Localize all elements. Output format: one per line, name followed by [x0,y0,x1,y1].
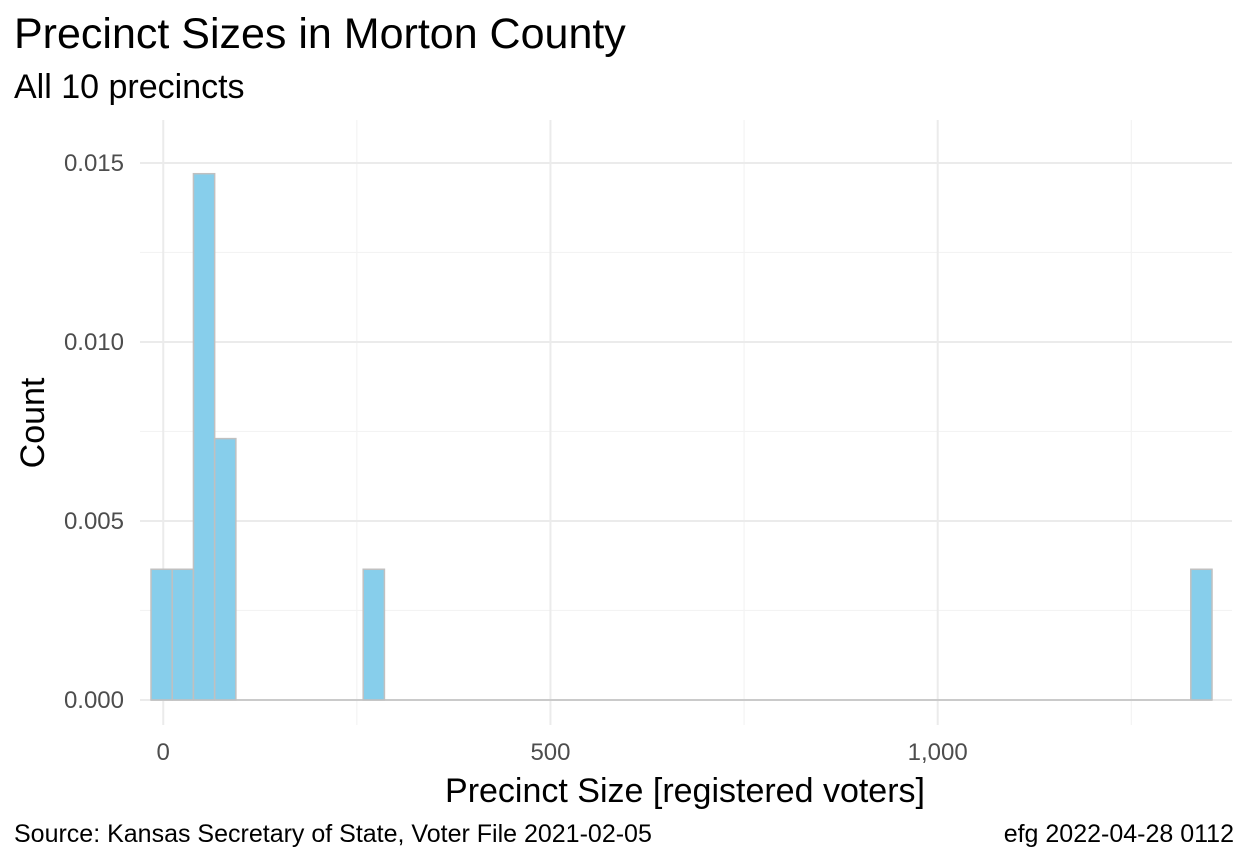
x-tick-label: 0 [157,739,170,766]
chart-subtitle: All 10 precincts [14,68,245,106]
grid [140,120,1232,725]
histogram-bar [171,568,195,701]
x-tick-label: 500 [530,739,570,766]
histogram-bar [362,568,386,701]
source-caption: Source: Kansas Secretary of State, Voter… [14,820,652,848]
y-tick-label: 0.000 [64,687,124,714]
y-tick-label: 0.005 [64,508,124,535]
credit-caption: efg 2022-04-28 0112 [1003,820,1234,848]
y-tick-label: 0.010 [64,329,124,356]
histogram-bars [150,172,1213,701]
histogram-bar [213,437,237,701]
y-tick-label: 0.015 [64,150,124,177]
histogram-bar [192,172,216,701]
x-axis-title: Precinct Size [registered voters] [445,772,925,810]
histogram-bar [1190,568,1213,701]
axis-ticks: 0 500 1,000 0.000 0.005 0.010 0.015 [64,150,968,766]
y-axis-title: Count [14,377,52,468]
x-tick-label: 1,000 [908,739,968,766]
histogram-bar [150,568,173,701]
chart-title: Precinct Sizes in Morton County [14,10,626,58]
